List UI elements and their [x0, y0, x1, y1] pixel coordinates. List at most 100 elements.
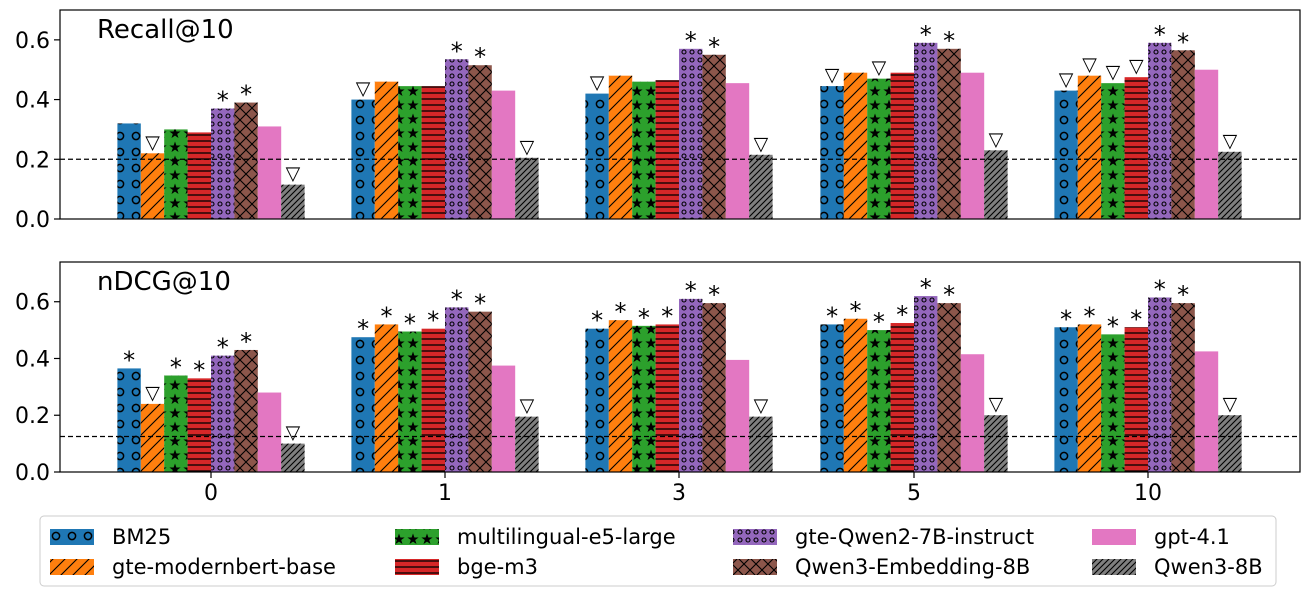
bar-hatch [515, 157, 539, 219]
significance-marker: ▽ [754, 395, 769, 417]
significance-marker: * [404, 310, 416, 338]
bar-hatch [374, 81, 399, 220]
significance-marker: ▽ [520, 395, 535, 417]
significance-marker: * [920, 274, 932, 302]
significance-marker: * [123, 346, 135, 374]
bar-hatch [914, 42, 938, 219]
y-tick-label: 0.2 [15, 148, 50, 173]
bar-hatch [937, 303, 961, 472]
y-tick-label: 0.4 [15, 89, 50, 114]
bar-hatch [585, 93, 609, 219]
y-tick-label: 0.0 [15, 461, 50, 486]
plot-frame [59, 9, 1301, 220]
legend-label: gte-modernbert-base [112, 555, 336, 579]
plot-frame [59, 261, 1301, 473]
bar-hatch [867, 330, 891, 472]
significance-marker: * [1084, 302, 1096, 330]
significance-marker: ▽ [1129, 55, 1144, 77]
bar-hatch [749, 154, 773, 219]
legend-item: multilingual-e5-large [395, 525, 676, 549]
bar-hatch [117, 123, 141, 219]
significance-marker: * [217, 334, 229, 362]
significance-marker: * [381, 302, 393, 330]
legend-label: BM25 [112, 525, 171, 549]
significance-marker: ▽ [145, 131, 160, 153]
legend-swatch-hatch [1092, 559, 1136, 575]
significance-marker: * [240, 328, 252, 356]
significance-marker: * [850, 297, 862, 325]
bar-hatch [890, 323, 914, 472]
legend-swatch-hatch [733, 559, 777, 575]
significance-marker: * [170, 354, 182, 382]
bar-hatch [1054, 90, 1078, 219]
bar-hatch [867, 78, 891, 220]
bar-hatch [1218, 151, 1242, 219]
bar-hatch [1148, 42, 1172, 219]
legend-label: Qwen3-Embedding-8B [795, 555, 1030, 579]
legend-label: bge-m3 [457, 555, 538, 579]
significance-marker: * [1177, 28, 1189, 56]
panel-title: Recall@10 [97, 15, 234, 45]
legend-label: multilingual-e5-large [457, 525, 676, 549]
bar [960, 72, 985, 219]
significance-marker: ▽ [286, 163, 301, 185]
legend-label: gte-Qwen2-7B-instruct [795, 525, 1034, 549]
x-tick-label: 10 [1134, 481, 1162, 506]
significance-marker: ▽ [1082, 54, 1097, 76]
significance-marker: ▽ [989, 393, 1004, 415]
y-tick-label: 0.6 [15, 291, 50, 316]
legend-swatch-hatch [395, 559, 439, 575]
bar-hatch [211, 108, 235, 219]
bar-hatch [914, 296, 938, 472]
significance-marker: ▽ [1223, 130, 1238, 152]
bar-hatch [140, 153, 165, 219]
panel-title: nDCG@10 [97, 267, 231, 297]
significance-marker: * [1107, 312, 1119, 340]
bar-hatch [187, 132, 211, 219]
significance-marker: * [193, 356, 205, 384]
bar-hatch [445, 59, 469, 220]
significance-marker: * [591, 307, 603, 335]
significance-marker: * [638, 304, 650, 332]
significance-marker: ▽ [989, 128, 1004, 150]
bar-hatch [234, 349, 258, 472]
y-tick-label: 0.0 [15, 208, 50, 233]
legend-swatch [1092, 529, 1136, 545]
significance-marker: * [1130, 305, 1142, 333]
bar-hatch [117, 368, 141, 472]
bar [725, 83, 750, 220]
bar-hatch [1148, 297, 1172, 472]
legend-item: gte-modernbert-base [50, 555, 336, 579]
bar-hatch [608, 75, 633, 219]
bar-hatch [655, 324, 679, 472]
bar-hatch [679, 48, 703, 219]
y-tick-label: 0.6 [15, 29, 50, 54]
x-tick-label: 1 [438, 481, 452, 506]
bar-hatch [351, 99, 375, 219]
bar [491, 90, 516, 219]
bar-hatch [585, 328, 609, 472]
bar-hatch [937, 48, 961, 219]
bar-hatch [281, 184, 305, 219]
bar-hatch [187, 378, 211, 472]
significance-marker: ▽ [590, 72, 605, 94]
legend-swatch-hatch [50, 559, 94, 575]
bar-hatch [1171, 50, 1195, 219]
bar-hatch [820, 324, 844, 472]
significance-marker: * [217, 87, 229, 115]
significance-marker: * [661, 302, 673, 330]
legend-item: gpt-4.1 [1092, 525, 1230, 549]
significance-marker: ▽ [754, 133, 769, 155]
significance-marker: * [474, 290, 486, 318]
significance-marker: * [685, 277, 697, 305]
bar-hatch [211, 355, 235, 472]
bar-hatch [655, 80, 679, 220]
bar [1194, 351, 1219, 472]
significance-marker: ▽ [1223, 393, 1238, 415]
significance-marker: ▽ [872, 57, 887, 79]
significance-marker: * [1177, 281, 1189, 309]
bar-hatch [702, 54, 726, 220]
bar-hatch [679, 298, 703, 472]
x-tick-label: 3 [672, 481, 686, 506]
